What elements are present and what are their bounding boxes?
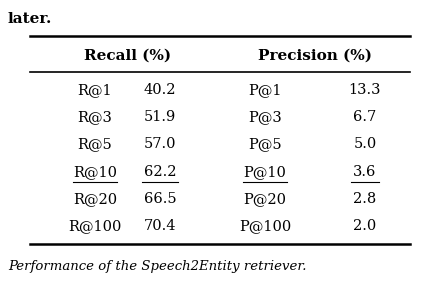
Text: P@10: P@10: [244, 165, 286, 179]
Text: 6.7: 6.7: [353, 110, 377, 124]
Text: R@10: R@10: [73, 165, 117, 179]
Text: R@3: R@3: [78, 110, 112, 124]
Text: 40.2: 40.2: [144, 83, 176, 97]
Text: R@20: R@20: [73, 192, 117, 206]
Text: P@1: P@1: [248, 83, 282, 97]
Text: 3.6: 3.6: [353, 165, 377, 179]
Text: 51.9: 51.9: [144, 110, 176, 124]
Text: P@5: P@5: [248, 137, 282, 151]
Text: Precision (%): Precision (%): [258, 49, 372, 63]
Text: 2.8: 2.8: [353, 192, 377, 206]
Text: R@1: R@1: [78, 83, 112, 97]
Text: R@100: R@100: [68, 219, 122, 233]
Text: 13.3: 13.3: [349, 83, 381, 97]
Text: later.: later.: [8, 12, 52, 26]
Text: 70.4: 70.4: [144, 219, 176, 233]
Text: 66.5: 66.5: [144, 192, 176, 206]
Text: 62.2: 62.2: [144, 165, 176, 179]
Text: P@3: P@3: [248, 110, 282, 124]
Text: 2.0: 2.0: [353, 219, 377, 233]
Text: Recall (%): Recall (%): [84, 49, 171, 63]
Text: P@20: P@20: [244, 192, 286, 206]
Text: Performance of the Speech2Entity retriever.: Performance of the Speech2Entity retriev…: [8, 260, 306, 273]
Text: 57.0: 57.0: [144, 137, 176, 151]
Text: R@5: R@5: [78, 137, 112, 151]
Text: 5.0: 5.0: [353, 137, 377, 151]
Text: P@100: P@100: [239, 219, 291, 233]
